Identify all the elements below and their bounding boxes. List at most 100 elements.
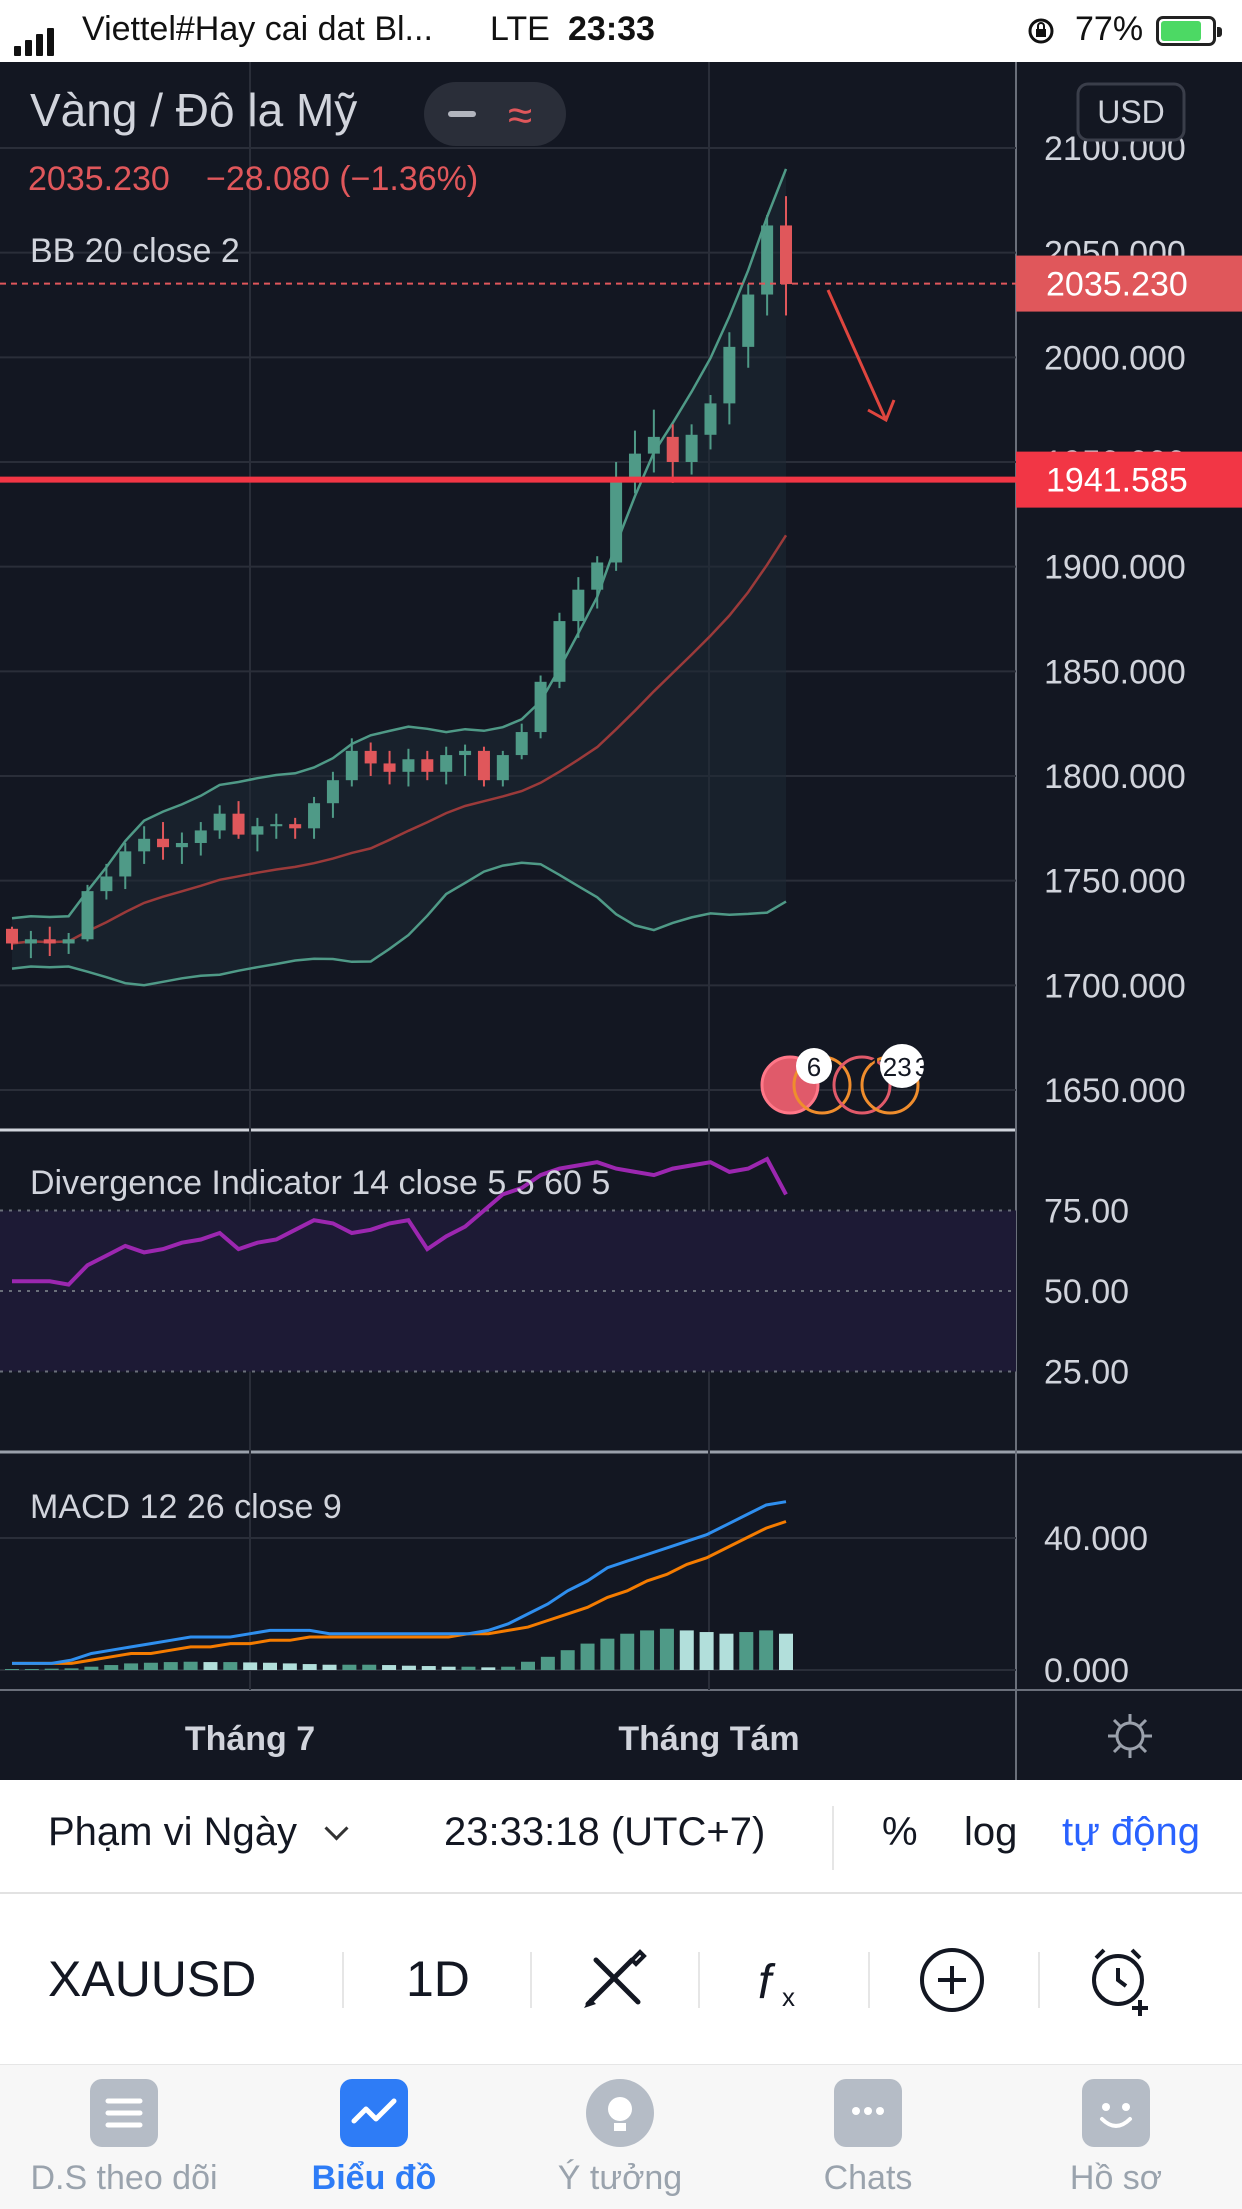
candle (81, 884, 94, 942)
arrow-annotation (826, 289, 896, 423)
candle (534, 675, 547, 739)
percent-scale-toggle[interactable]: % (882, 1810, 918, 1854)
interval-selector[interactable]: 1D (406, 1951, 470, 2007)
candle (459, 744, 472, 776)
chart-icon (340, 2079, 408, 2147)
settings-gear-icon[interactable] (1108, 1714, 1152, 1758)
tab-ideas[interactable]: Ý tưởng (530, 2079, 710, 2203)
battery-percent: 77% (1075, 10, 1144, 48)
chart-area[interactable]: 2100.0002050.0002000.0001950.0001900.000… (0, 62, 1242, 1780)
divergence-indicator-label[interactable]: Divergence Indicator 14 close 5 5 60 5 (30, 1164, 610, 1202)
candle (138, 826, 151, 864)
chevron-down-icon[interactable] (324, 1816, 349, 1841)
bb-indicator-label[interactable]: BB 20 close 2 (30, 232, 240, 270)
candle-body (610, 478, 623, 563)
candle-body (440, 755, 453, 772)
divergence-axis-label: 50.00 (1044, 1273, 1129, 1311)
price-axis-label: 1850.000 (1044, 653, 1186, 691)
macd-indicator (0, 1500, 1016, 1671)
alert-icon[interactable] (1082, 1940, 1162, 2020)
candle (308, 796, 321, 839)
macd-histogram-bar (64, 1668, 79, 1670)
battery-icon (1156, 16, 1222, 46)
candle (175, 832, 188, 864)
candle-body (515, 732, 528, 756)
macd-histogram-bar (461, 1666, 476, 1670)
price-axis-label: 1900.000 (1044, 549, 1186, 587)
macd-histogram-bar (203, 1662, 218, 1670)
last-price-text: 2035.230 (28, 160, 170, 198)
tab-chats[interactable]: Chats (778, 2079, 958, 2203)
tab-watchlist[interactable]: D.S theo dõi (30, 2079, 218, 2203)
macd-signal-line (12, 1520, 787, 1665)
bollinger-basis-line (11, 534, 788, 945)
divider (530, 1952, 532, 2008)
tab-chart[interactable]: Biểu đồ (284, 2079, 464, 2203)
candle (24, 930, 37, 959)
macd-histogram-bar (699, 1632, 714, 1670)
candle (62, 933, 75, 954)
event-badges[interactable]: 6 123 3 (760, 1044, 929, 1115)
indicators-icon[interactable]: f x (740, 1940, 820, 2020)
candle-body (289, 824, 302, 829)
candle-body (232, 813, 245, 835)
candle (345, 738, 358, 787)
tab-label: Biểu đồ (311, 2159, 437, 2197)
tab-label: Ý tưởng (557, 2159, 683, 2197)
symbol-title[interactable]: Vàng / Đô la Mỹ (30, 84, 357, 136)
time-axis-label: Tháng 7 (185, 1720, 315, 1758)
macd-histogram-bar (620, 1633, 635, 1670)
candle (326, 771, 339, 818)
add-icon[interactable] (912, 1940, 992, 2020)
chart-canvas[interactable]: 2100.0002050.0002000.0001950.0001900.000… (0, 62, 1242, 1780)
grid-lines (0, 62, 1242, 1780)
price-change-text: −28.080 (−1.36%) (206, 160, 478, 198)
date-range-selector[interactable]: Phạm vi Ngày (48, 1810, 297, 1854)
candle-body (251, 826, 264, 835)
carrier-name: Viettel#Hay cai dat Bl... (82, 10, 433, 48)
wave-icon[interactable]: ≈ (508, 91, 532, 140)
auto-scale-toggle[interactable]: tự động (1062, 1810, 1200, 1854)
candle-body (761, 225, 774, 295)
macd-indicator-label[interactable]: MACD 12 26 close 9 (30, 1488, 342, 1526)
tab-profile[interactable]: Hồ sơ (1026, 2079, 1206, 2203)
timezone-clock[interactable]: 23:33:18 (UTC+7) (444, 1810, 766, 1854)
macd-histogram-bar (5, 1669, 19, 1671)
drawing-tools-icon[interactable] (574, 1940, 654, 2020)
candle (591, 556, 604, 609)
candle-body (666, 436, 679, 462)
candle (647, 409, 660, 473)
macd-histogram-bar (659, 1628, 674, 1670)
tab-label: Chats (823, 2159, 913, 2197)
collapse-icon[interactable] (448, 111, 476, 117)
macd-histogram-bar (540, 1656, 555, 1670)
candle-body (780, 225, 792, 285)
bottom-tab-bar: D.S theo dõi Biểu đồ Ý tưởng Chats Hồ sơ (0, 2064, 1242, 2209)
macd-histogram-bar (322, 1664, 337, 1670)
legend-toggle[interactable] (424, 82, 566, 146)
current-price-tag (1016, 255, 1242, 312)
candle-body (194, 830, 207, 843)
candle-body (138, 838, 151, 852)
candle (232, 801, 245, 839)
candle (364, 742, 377, 776)
macd-histogram-bar (163, 1662, 178, 1670)
candle (704, 395, 717, 450)
currency-button[interactable] (1076, 82, 1186, 142)
range-bar: Phạm vi Ngày 23:33:18 (UTC+7) % log tự đ… (0, 1780, 1242, 1894)
macd-histogram-bar (640, 1630, 655, 1670)
rotation-lock-icon (1028, 18, 1054, 44)
candle-body (24, 939, 37, 944)
candle-body (62, 939, 75, 944)
price-axis-label: 1750.000 (1044, 863, 1186, 901)
candle-body (383, 763, 396, 772)
divergence-indicator (0, 1156, 1016, 1373)
log-scale-toggle[interactable]: log (964, 1810, 1018, 1854)
bollinger-fill (12, 168, 786, 986)
macd-histogram-bar (501, 1666, 516, 1670)
network-type: LTE (490, 10, 550, 48)
symbol-selector[interactable]: XAUUSD (48, 1951, 257, 2007)
divergence-band (0, 1210, 1016, 1372)
signal-icon (14, 17, 58, 56)
macd-histogram-bar (382, 1665, 397, 1670)
